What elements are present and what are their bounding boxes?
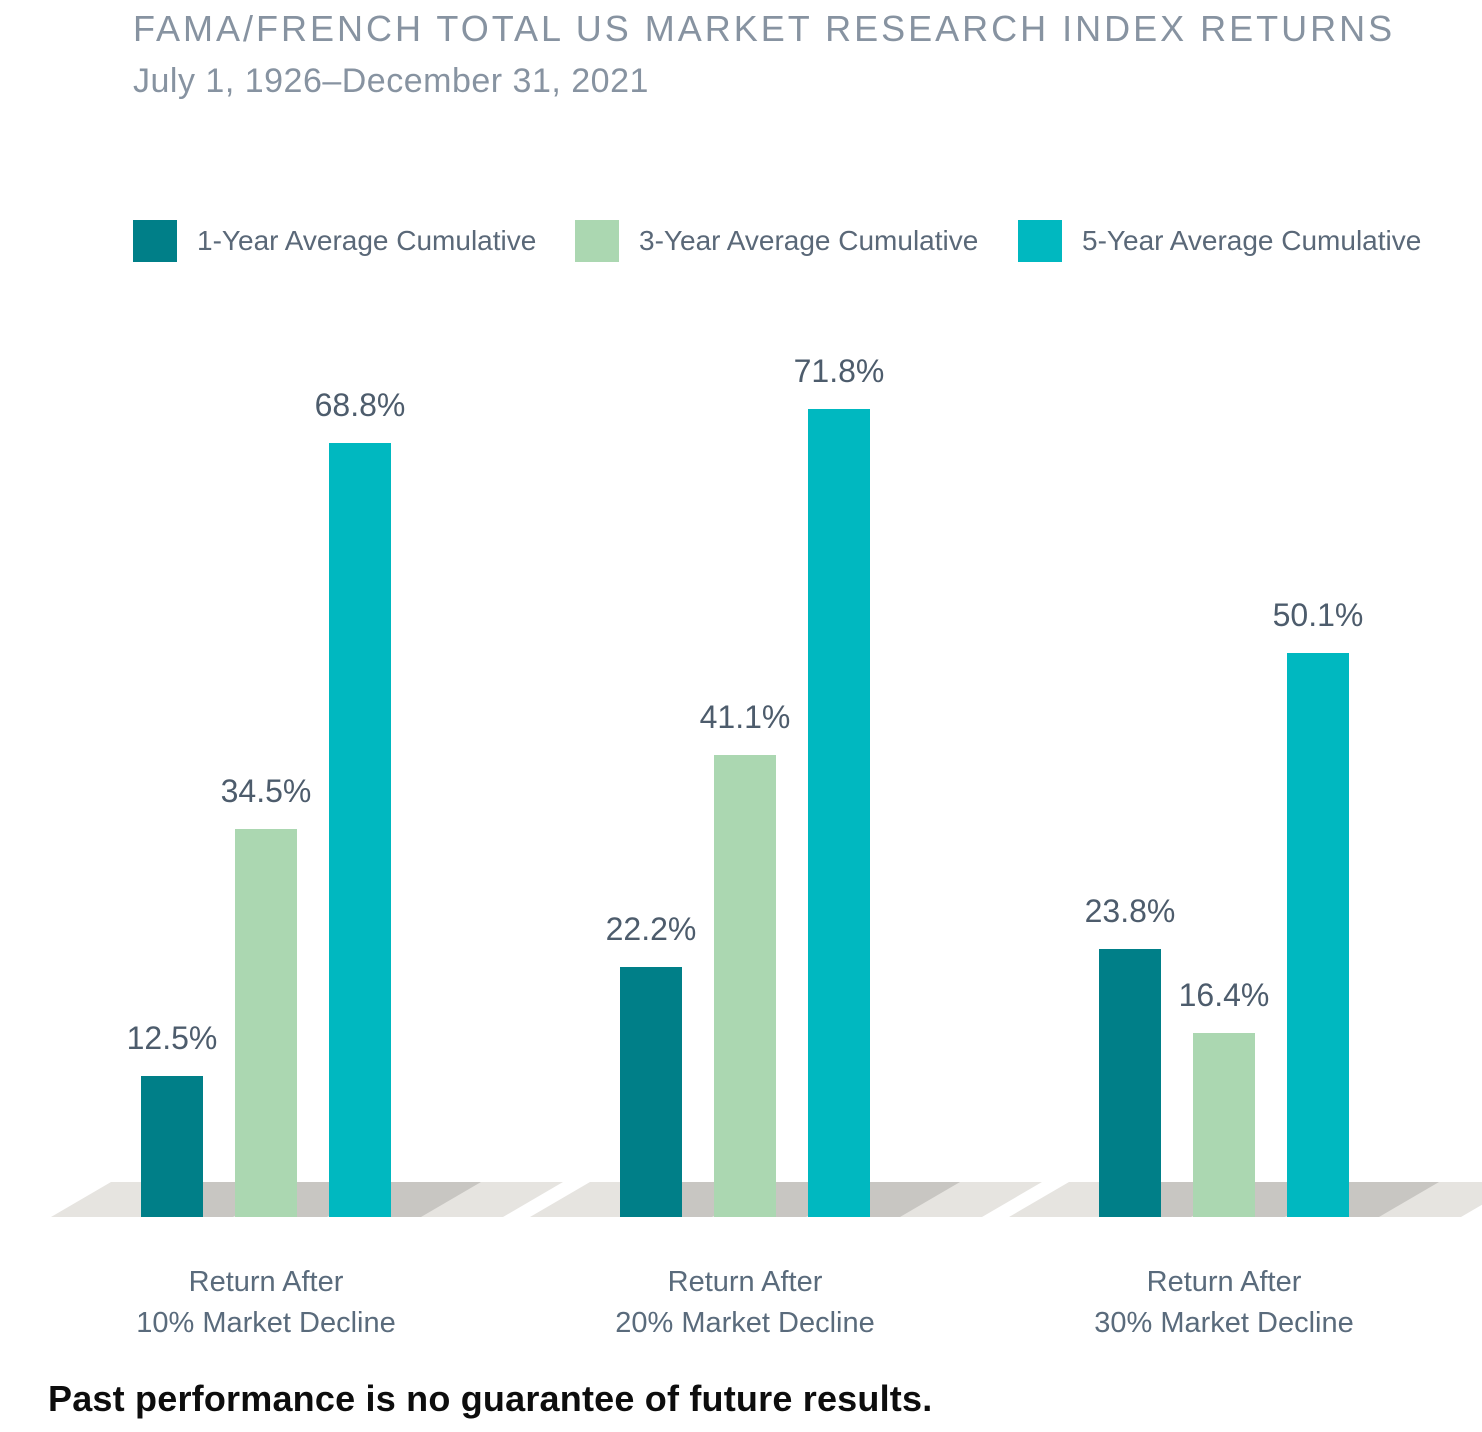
bar-1-year-group-1 bbox=[141, 1076, 203, 1217]
legend-item-3yr: 3-Year Average Cumulative bbox=[575, 220, 978, 262]
chart-title: FAMA/FRENCH TOTAL US MARKET RESEARCH IND… bbox=[133, 8, 1396, 49]
value-label: 50.1% bbox=[1272, 597, 1364, 633]
value-label: 23.8% bbox=[1084, 893, 1176, 929]
legend-label-5yr: 5-Year Average Cumulative bbox=[1082, 225, 1422, 256]
bar-3-year-group-1 bbox=[235, 829, 297, 1217]
value-label: 22.2% bbox=[605, 911, 697, 947]
bar-1-year-group-2 bbox=[620, 967, 682, 1217]
disclaimer: Past performance is no guarantee of futu… bbox=[48, 1378, 933, 1419]
legend-label-1yr: 1-Year Average Cumulative bbox=[197, 225, 537, 256]
bar-5-year-group-2 bbox=[808, 409, 870, 1217]
bar-3-year-group-3 bbox=[1193, 1033, 1255, 1217]
legend-item-5yr: 5-Year Average Cumulative bbox=[1018, 220, 1421, 262]
bar-1-year-group-3 bbox=[1099, 949, 1161, 1217]
legend-swatch-1yr-icon bbox=[133, 220, 177, 262]
chart-subtitle: July 1, 1926–December 31, 2021 bbox=[133, 62, 649, 100]
legend-swatch-5yr-icon bbox=[1018, 220, 1062, 262]
legend-label-3yr: 3-Year Average Cumulative bbox=[639, 225, 979, 256]
category-label-group-2: Return After 20% Market Decline bbox=[615, 1266, 875, 1339]
category-label-group-3: Return After 30% Market Decline bbox=[1094, 1266, 1354, 1339]
value-label: 34.5% bbox=[220, 773, 312, 809]
value-label: 68.8% bbox=[314, 387, 406, 423]
legend-swatch-3yr-icon bbox=[575, 220, 619, 262]
value-label: 41.1% bbox=[699, 699, 791, 735]
bar-3-year-group-2 bbox=[714, 755, 776, 1217]
bar-5-year-group-3 bbox=[1287, 653, 1349, 1217]
category-label-group-1: Return After 10% Market Decline bbox=[136, 1266, 396, 1339]
legend-item-1yr: 1-Year Average Cumulative bbox=[133, 220, 536, 262]
bar-5-year-group-1 bbox=[329, 443, 391, 1217]
legend: 1-Year Average Cumulative 3-Year Average… bbox=[0, 220, 1482, 262]
value-label: 12.5% bbox=[126, 1020, 218, 1056]
value-label: 16.4% bbox=[1178, 977, 1270, 1013]
value-label: 71.8% bbox=[793, 353, 885, 389]
